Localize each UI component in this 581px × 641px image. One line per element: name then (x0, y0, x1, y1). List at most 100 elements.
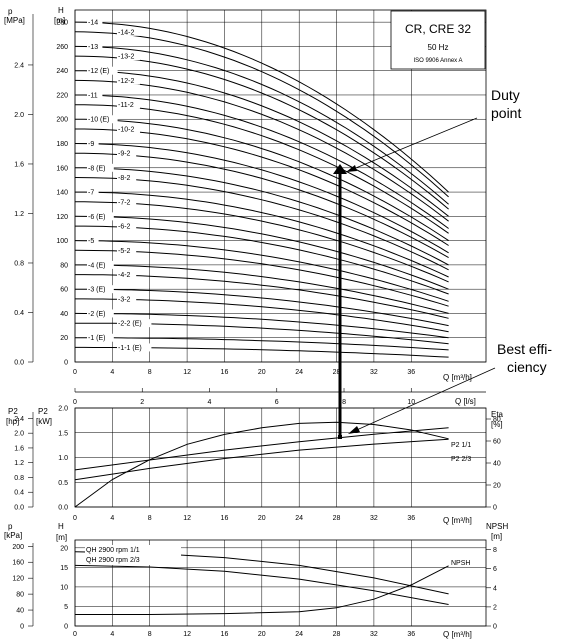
npsh-x-tick-label: 12 (183, 631, 191, 638)
head-curve-label: -13 (88, 44, 98, 51)
p2-kw-unit: [kW] (36, 417, 52, 426)
head-curve-label-bg (87, 260, 114, 269)
head-curve-label: -3 (E) (88, 287, 106, 294)
power-x-tick-label: 0 (73, 515, 77, 522)
npsh-y-tick-label: 4 (493, 585, 497, 592)
head-curve-label-bg (87, 163, 114, 172)
h-axis-label: H (58, 6, 64, 15)
kw-y-tick-label: 0.5 (58, 480, 68, 487)
kw-y-tick-label: 1.0 (58, 455, 68, 462)
npsh-x-tick-label: 8 (148, 631, 152, 638)
head-curve-label-bg (87, 115, 118, 124)
head-curve-label: -11-2 (118, 102, 134, 109)
head-curve-label-bg (117, 319, 152, 328)
head-curve (75, 298, 449, 333)
head-curve-label: -3-2 (118, 296, 131, 303)
head-curve-label: -8 (E) (88, 165, 106, 172)
head-y-tick-label: 200 (56, 117, 68, 124)
head-curve-label: -7 (88, 190, 94, 197)
p2-full-curve (74, 427, 449, 471)
head-y-tick-label: 140 (56, 190, 68, 197)
head-y-tick-label: 260 (56, 44, 68, 51)
head-curve-label: -4-2 (118, 272, 131, 279)
hp-y-tick-label: 0.4 (14, 490, 24, 497)
kpa-y-tick-label: 80 (16, 592, 24, 599)
head-axis-ticks: 0 4 8 12 16 20 24 28 32 3602040608010012014016018… (14, 14, 415, 406)
h-bottom-label: H (58, 522, 64, 531)
ls-x-tick-label: 2 (140, 399, 144, 406)
head-curve (75, 274, 449, 319)
kw-y-tick-label: 1.5 (58, 430, 68, 437)
best-efficiency-annotation-line2: ciency (507, 359, 547, 375)
hp-y-tick-label: 2.0 (14, 431, 24, 438)
head-y-tick-label: 220 (56, 92, 68, 99)
best-efficiency-annotation-line1: Best effi- (497, 341, 552, 357)
qh-legend-box (85, 545, 181, 565)
npsh-x-tick-label: 0 (73, 631, 77, 638)
power-axis-ticks: 0 4 8 12 16 20 24 28 32 36 0.0 0.5 1.0 1.5 2.0 0.0 0.4 0.… (14, 406, 501, 523)
head-curve-label-bg (87, 139, 99, 148)
hp-y-tick-label: 0.0 (14, 505, 24, 512)
power-x-tick-label: 16 (221, 515, 229, 522)
head-x-tick-label: 20 (258, 369, 266, 376)
head-curve-label-bg (87, 188, 99, 197)
p2-hp-unit: [hp] (6, 417, 19, 426)
head-y-tick-label: 180 (56, 141, 68, 148)
head-curve (74, 240, 449, 302)
head-x-tick-label: 4 (110, 369, 114, 376)
head-curve-label-bg (87, 90, 103, 99)
duty-point-arrowhead (346, 165, 357, 172)
head-curve (74, 177, 449, 271)
head-curve-label: -7-2 (118, 199, 131, 206)
head-curve-label-bg (87, 66, 118, 75)
p-kpa-unit: [kPa] (4, 531, 22, 540)
head-curve-label: -11 (88, 92, 98, 99)
head-curve (75, 201, 449, 283)
ls-x-tick-label: 10 (407, 399, 415, 406)
npsh-x-tick-label: 4 (110, 631, 114, 638)
kpa-y-tick-label: 0 (20, 624, 24, 631)
ls-x-tick-label: 0 (73, 399, 77, 406)
hp-y-tick-label: 2.4 (14, 416, 24, 423)
p-kpa-label: p (8, 522, 13, 531)
head-curve-label: -8-2 (118, 175, 131, 182)
best-efficiency-point (338, 435, 342, 439)
head-curve (75, 288, 449, 327)
head-curve-label: -12-2 (118, 78, 134, 85)
npsh-axis-label: NPSH (486, 522, 508, 531)
head-y-tick-label: 20 (60, 335, 68, 342)
power-grid (74, 407, 486, 508)
head-curve-label: -9-2 (118, 151, 131, 158)
p2-twothirds-curve (74, 438, 449, 481)
head-curve-label: -12 (E) (88, 68, 109, 75)
power-x-tick-label: 28 (333, 515, 341, 522)
qh-full-label: QH 2900 rpm 1/1 (86, 547, 140, 554)
chart-frequency: 50 Hz (428, 43, 449, 52)
head-curve-label-bg (117, 124, 140, 133)
npsh-x-tick-label: 28 (333, 631, 341, 638)
head-curve-label: -9 (88, 141, 94, 148)
eta-unit: [%] (491, 420, 503, 429)
head-curve-label-bg (117, 27, 140, 36)
head-curve-label-bg (87, 333, 114, 342)
h-bottom-unit: [m] (56, 533, 67, 542)
head-curve (74, 118, 449, 242)
kpa-y-tick-label: 40 (16, 608, 24, 615)
q-ls-axis-label: Q [l/s] (455, 397, 476, 406)
p2-full-label: P2 1/1 (451, 442, 471, 449)
head-curve-label: -5-2 (118, 248, 131, 255)
head-curve (74, 312, 449, 339)
power-x-tick-label: 12 (183, 515, 191, 522)
head-curve-label: -6 (E) (88, 214, 106, 221)
head-curve-label-bg (87, 236, 99, 245)
h-bottom-y-tick-label: 0 (64, 624, 68, 631)
head-curve-label: -1 (E) (88, 335, 106, 342)
head-curve-label: -10 (E) (88, 117, 109, 124)
head-curve (75, 264, 449, 314)
qh-twothirds-curve (74, 564, 449, 605)
h-bottom-y-tick-label: 5 (64, 604, 68, 611)
p-axis-unit: [MPa] (4, 16, 25, 25)
mpa-y-tick-label: 0.4 (14, 310, 24, 317)
power-curves (74, 421, 449, 508)
q-m3h-axis-label-bottom: Q [m³/h] (443, 630, 472, 639)
